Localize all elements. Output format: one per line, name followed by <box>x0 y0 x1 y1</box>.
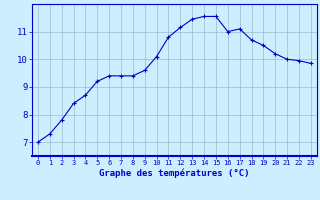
X-axis label: Graphe des températures (°C): Graphe des températures (°C) <box>99 169 250 178</box>
